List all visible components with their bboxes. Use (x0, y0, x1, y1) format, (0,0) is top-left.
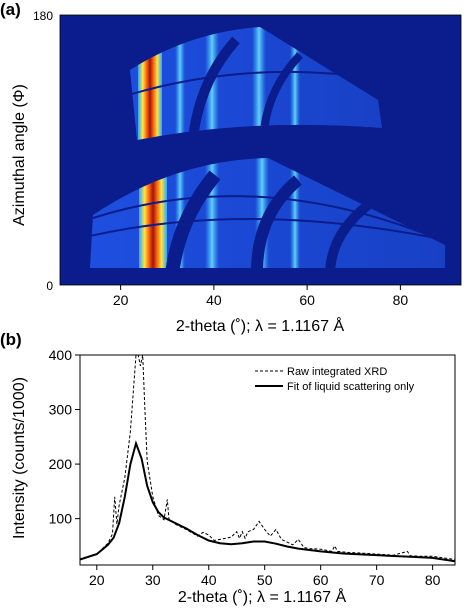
legend-label-fit: Fit of liquid scattering only (287, 381, 415, 393)
series-raw-line (79, 354, 456, 560)
panel-b-x-tick-label: 30 (145, 572, 161, 588)
panel-b-x-tick-label: 50 (257, 572, 273, 588)
panel-a-x-tick-label: 40 (206, 292, 222, 308)
panel-b-x-tick-label: 80 (425, 572, 441, 588)
panel-b-x-axis-title: 2-theta (˚); λ = 1.1167 Å (178, 587, 347, 606)
panel-b-y-tick-label: 200 (49, 456, 73, 472)
panel-b-x-ticks: 20 30 40 50 60 70 80 (89, 565, 441, 588)
legend-label-raw: Raw integrated XRD (287, 366, 387, 378)
panel-b-y-tick-label: 300 (49, 402, 73, 418)
panel-b-x-tick-label: 40 (201, 572, 217, 588)
panel-b-x-tick-label: 60 (313, 572, 329, 588)
panel-b-x-tick-label: 20 (89, 572, 105, 588)
panel-a-label: (a) (0, 0, 21, 19)
panel-b-x-tick-label: 70 (369, 572, 385, 588)
panel-a-y-axis-title: Azimuthal angle (Φ) (11, 84, 28, 226)
panel-b-label: (b) (0, 330, 22, 349)
panel-a-y-tick-label: 0 (46, 279, 53, 293)
panel-b-y-ticks: 100 200 300 400 (49, 347, 80, 527)
panel-a-x-tick-label: 60 (299, 292, 315, 308)
panel-a-x-ticks: 20 40 60 80 (113, 285, 409, 308)
series-fit-line (79, 440, 456, 563)
heatmap-frame (59, 14, 462, 286)
panel-a-y-tick-label: 180 (33, 9, 53, 23)
legend: Raw integrated XRD Fit of liquid scatter… (255, 366, 415, 393)
panel-b-y-tick-label: 100 (49, 511, 73, 527)
panel-a-x-tick-label: 80 (393, 292, 409, 308)
panel-a-x-tick-label: 20 (113, 292, 129, 308)
panel-b-y-axis-title: Intensity (counts/1000) (11, 377, 28, 539)
panel-b-y-tick-label: 400 (49, 347, 73, 363)
panel-a-y-ticks: 0 180 (33, 9, 53, 293)
panel-a-x-axis-title: 2-theta (˚); λ = 1.1167 Å (176, 316, 345, 335)
